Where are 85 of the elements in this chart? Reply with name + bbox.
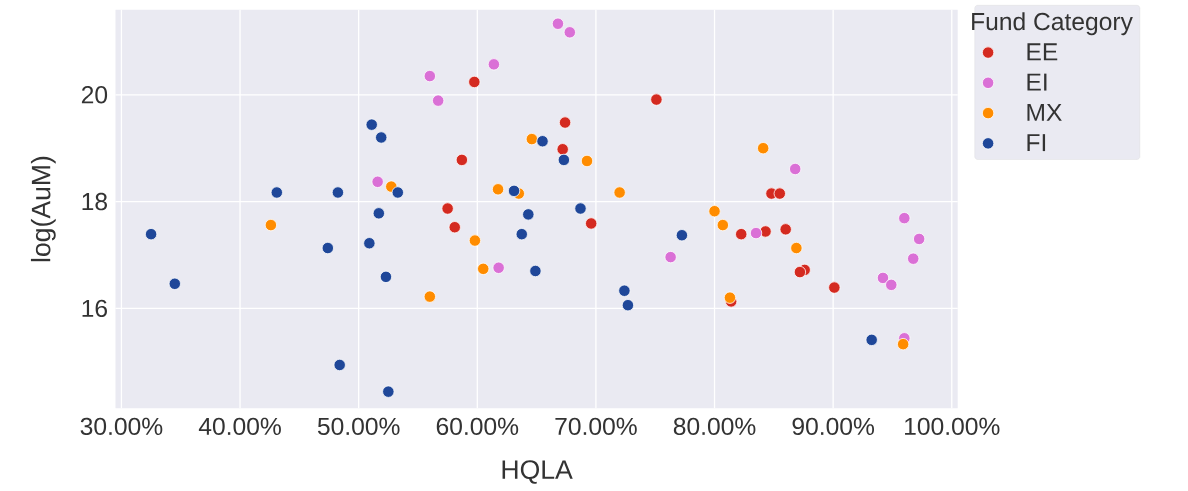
point [487,58,501,71]
x-tick-label: 90.00% [792,417,875,435]
y-axis-title: log(AuM) [30,156,56,262]
point [536,134,549,148]
point [773,187,786,200]
point [525,132,538,146]
point [708,204,721,218]
point [779,223,792,236]
point [563,26,576,39]
y-tick-label: 20 [81,85,108,104]
point [585,217,598,230]
x-tick-label: 30.00% [80,417,163,435]
point [618,284,631,297]
point [270,186,283,199]
point [558,116,572,129]
point [379,270,393,283]
point [828,281,841,294]
point [144,227,158,241]
point [331,186,345,199]
point [507,184,521,197]
point [492,261,505,274]
point [391,186,404,199]
point [913,232,926,245]
point [613,186,626,199]
y-tick-label: 16 [82,299,107,317]
point [365,118,378,131]
x-tick-label: 40.00% [198,417,281,435]
point [423,290,436,303]
x-tick-label: 100.00% [905,417,1000,435]
point [789,162,802,176]
point [372,207,385,220]
point [321,241,334,255]
point [363,236,376,250]
point [515,227,528,241]
point [865,333,878,346]
point [441,202,454,215]
point [907,252,920,265]
point [333,358,346,371]
point [448,220,461,234]
point [757,141,770,155]
point [621,298,635,312]
point [759,225,772,238]
point [371,175,384,188]
point [664,250,677,264]
point [735,227,748,241]
point [793,265,807,279]
point [897,337,910,351]
legend-label: MX [1027,103,1062,121]
x-axis-title: HQLA [502,460,573,484]
point [574,202,587,215]
point [790,241,803,255]
point [551,17,565,30]
point [580,154,594,167]
point [749,226,763,240]
legend-label: EI [1027,73,1047,91]
point [168,277,181,290]
point [898,211,911,225]
legend-title: Fund Category [972,12,1133,36]
point [556,142,569,156]
legend-label: EE [1027,43,1058,61]
point [432,94,445,107]
point [468,75,481,88]
x-tick-label: 60.00% [436,417,519,435]
point [885,278,898,291]
point [468,234,482,247]
point [876,271,890,284]
point [375,131,388,144]
x-tick-label: 70.00% [555,417,637,435]
point [522,208,535,221]
point [650,93,663,106]
point [477,262,490,275]
y-tick-label: 18 [82,192,107,211]
point [264,218,278,232]
point [491,183,505,196]
point [723,291,737,304]
point [675,228,689,242]
x-tick-label: 80.00% [673,417,756,435]
point [455,153,468,166]
point [716,218,729,232]
legend-label: FI [1027,134,1046,151]
point [423,69,436,83]
point [382,385,395,398]
x-tick-label: 50.00% [317,417,400,435]
point [529,264,542,277]
point [557,153,571,166]
